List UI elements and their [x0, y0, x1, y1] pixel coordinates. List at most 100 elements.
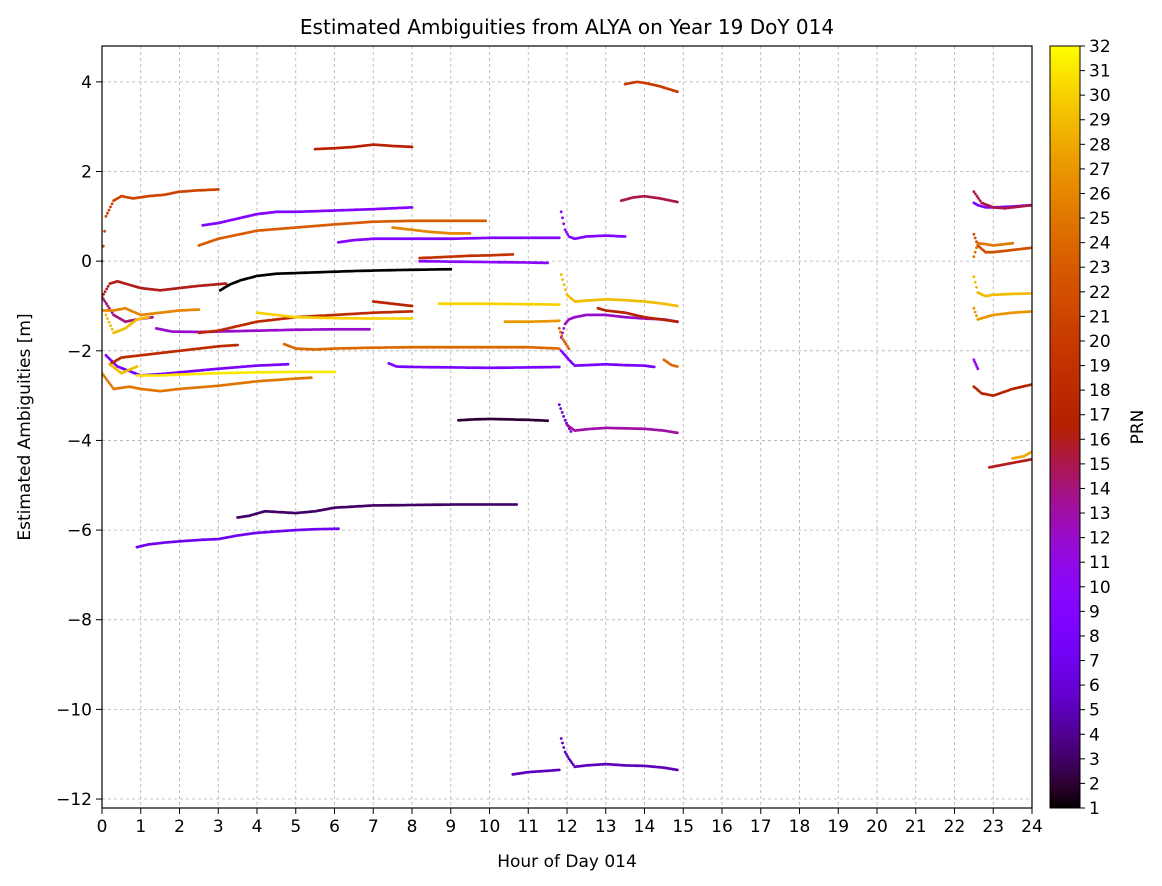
colorbar-tick-label: 8 [1089, 627, 1100, 647]
y-tick-label: −6 [67, 521, 92, 541]
colorbar-tick-label: 7 [1089, 652, 1100, 672]
data-point [368, 327, 371, 331]
data-point [676, 304, 679, 308]
series-prn-3 [236, 503, 518, 519]
colorbar-tick-label: 15 [1089, 455, 1111, 475]
data-point [109, 324, 112, 328]
series-prn-29 [108, 362, 139, 375]
data-point [563, 418, 567, 422]
data-point [410, 317, 414, 320]
data-point [973, 360, 977, 364]
data-point [107, 306, 111, 310]
data-point [105, 377, 108, 381]
data-point [333, 370, 336, 374]
y-tick-label: 0 [81, 252, 92, 272]
x-tick-label: 20 [866, 817, 888, 837]
data-point [676, 320, 679, 324]
x-tick-label: 10 [479, 817, 501, 837]
series-prn-25 [972, 241, 1014, 259]
series-prn-2 [457, 417, 549, 423]
data-point [562, 327, 566, 330]
data-point [563, 228, 567, 232]
data-point [109, 383, 113, 387]
x-tick-label: 18 [789, 817, 811, 837]
colorbar-tick-label: 23 [1089, 258, 1111, 278]
data-point [103, 290, 107, 293]
data-point [105, 287, 109, 291]
series-prn-23 [197, 219, 487, 247]
data-point [106, 379, 110, 383]
series-prn-23 [557, 327, 571, 350]
x-tick-label: 6 [329, 817, 340, 837]
data-point [224, 282, 228, 285]
data-point [564, 288, 567, 292]
data-point [561, 741, 564, 745]
data-point [1011, 241, 1014, 245]
data-point [559, 737, 563, 740]
data-point [561, 278, 564, 281]
series-prn-5 [511, 768, 561, 776]
colorbar-tick-label: 28 [1089, 135, 1111, 155]
x-tick-label: 2 [174, 817, 185, 837]
series-prn-17 [313, 143, 414, 151]
series-prn-16 [102, 279, 228, 299]
colorbar-tick-label: 3 [1089, 750, 1100, 770]
colorbar-tick-label: 21 [1089, 307, 1111, 327]
x-tick-label: 1 [135, 817, 146, 837]
data-point [557, 303, 561, 306]
data-point [468, 232, 472, 235]
data-point [975, 365, 979, 368]
data-point [973, 280, 977, 284]
data-point [557, 327, 561, 330]
data-point [557, 236, 561, 240]
y-tick-label: −8 [67, 611, 92, 631]
data-point [562, 415, 565, 418]
colorbar-label: PRN [1128, 410, 1148, 445]
data-point [972, 190, 976, 194]
data-point [976, 367, 980, 371]
data-point [110, 327, 114, 331]
data-point [107, 381, 111, 385]
colorbar-ticks: 1234567891011121314151617181920212223242… [1080, 37, 1111, 819]
x-tick-label: 8 [407, 817, 418, 837]
x-tick-label: 15 [672, 817, 694, 837]
data-point [560, 411, 564, 414]
colorbar-tick-label: 26 [1089, 184, 1111, 204]
data-point [110, 202, 114, 206]
series-prn-28 [1011, 450, 1032, 460]
data-point [557, 365, 561, 369]
series-prn-10 [418, 259, 549, 265]
x-tick-label: 12 [556, 817, 578, 837]
x-tick-label: 9 [445, 817, 456, 837]
x-tick-label: 21 [905, 817, 927, 837]
data-point [564, 342, 568, 346]
data-point [565, 752, 568, 756]
x-tick-label: 5 [290, 817, 301, 837]
series-prn-1 [218, 267, 453, 292]
colorbar-tick-label: 31 [1089, 62, 1111, 82]
data-point [972, 306, 976, 310]
x-tick-label: 19 [827, 817, 849, 837]
data-point [566, 232, 569, 236]
series-prn-9 [559, 210, 627, 241]
series-prn-29 [559, 273, 679, 308]
x-tick-label: 14 [634, 817, 656, 837]
series-prn-12 [154, 327, 371, 334]
x-tick-label: 11 [517, 817, 539, 837]
data-point [972, 255, 976, 259]
data-point [484, 219, 487, 223]
series-prn-7 [135, 527, 340, 549]
x-tick-label: 22 [944, 817, 966, 837]
data-point [975, 285, 978, 289]
data-point [972, 358, 976, 362]
data-point [566, 755, 569, 758]
data-point [652, 365, 656, 369]
data-point [197, 308, 201, 311]
data-point [559, 273, 563, 276]
data-point [566, 344, 569, 348]
data-point [511, 253, 515, 256]
data-point [105, 302, 108, 306]
data-point [676, 768, 679, 772]
series-prn-29 [972, 275, 1032, 298]
